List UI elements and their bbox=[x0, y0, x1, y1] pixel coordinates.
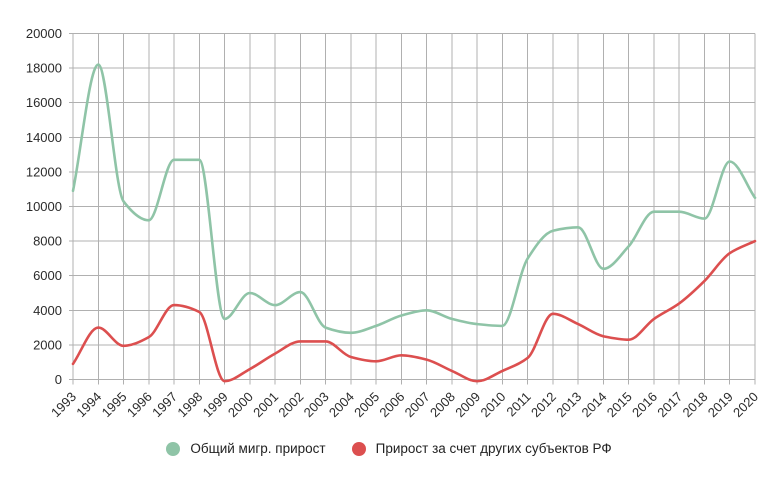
y-axis-label: 20000 bbox=[26, 26, 62, 41]
x-axis-label: 2004 bbox=[326, 389, 357, 420]
series-green-dot-icon bbox=[166, 441, 181, 456]
x-axis-label: 1998 bbox=[174, 389, 205, 420]
x-axis-label: 2019 bbox=[705, 389, 736, 420]
y-axis-label: 14000 bbox=[26, 130, 62, 145]
x-axis-label: 2016 bbox=[629, 389, 660, 420]
series-line-other-subjects bbox=[71, 239, 757, 383]
legend-label-total-migration: Общий мигр. прирост bbox=[190, 441, 326, 456]
x-axis-label: 1993 bbox=[48, 389, 79, 420]
x-axis-label: 1994 bbox=[73, 389, 104, 420]
series-line-total-migration bbox=[71, 63, 757, 335]
x-axis-label: 2005 bbox=[351, 389, 382, 420]
x-axis-label: 1996 bbox=[124, 389, 155, 420]
legend-label-other-subjects: Прирост за счет других субъектов РФ bbox=[375, 441, 612, 456]
y-axis-label: 4000 bbox=[33, 303, 62, 318]
x-axis-label: 2001 bbox=[250, 389, 281, 420]
x-axis-label: 1995 bbox=[99, 389, 130, 420]
x-axis-label: 2013 bbox=[553, 389, 584, 420]
y-axis-label: 0 bbox=[55, 372, 62, 387]
y-axis-label: 16000 bbox=[26, 95, 62, 110]
x-axis-label: 2006 bbox=[376, 389, 407, 420]
x-axis-label: 2010 bbox=[477, 389, 508, 420]
y-axis-label: 12000 bbox=[26, 164, 62, 179]
series-red-dot-icon bbox=[351, 441, 366, 456]
x-axis-label: 2011 bbox=[503, 389, 533, 419]
x-axis-label: 2009 bbox=[452, 389, 483, 420]
legend-item-total-migration: Общий мигр. прирост bbox=[166, 441, 326, 456]
x-axis-label: 2008 bbox=[427, 389, 458, 420]
y-axis-label: 10000 bbox=[26, 199, 62, 214]
migration-line-chart: 0 2000 4000 6000 8000 10000 12000 14000 16000 180… bbox=[26, 26, 761, 420]
x-axis-label: 2002 bbox=[275, 389, 306, 420]
x-axis-label: 1997 bbox=[149, 389, 180, 420]
legend-item-other-subjects: Прирост за счет других субъектов РФ bbox=[351, 441, 612, 456]
y-axis-label: 18000 bbox=[26, 61, 62, 76]
x-axis-label: 1999 bbox=[200, 389, 231, 420]
y-axis-label: 2000 bbox=[33, 337, 62, 352]
x-axis-label: 2018 bbox=[680, 389, 711, 420]
chart-legend: Общий мигр. прирост Прирост за счет друг… bbox=[0, 441, 778, 456]
y-axis-label: 8000 bbox=[33, 234, 62, 249]
x-axis-label: 2020 bbox=[730, 389, 761, 420]
x-axis-label: 2014 bbox=[579, 389, 610, 420]
x-axis-label: 2017 bbox=[654, 389, 685, 420]
x-axis-label: 2015 bbox=[604, 389, 635, 420]
x-axis-label: 2007 bbox=[402, 389, 433, 420]
x-axis-label: 2000 bbox=[225, 389, 256, 420]
x-axis-label: 2012 bbox=[528, 389, 559, 420]
y-axis-label: 6000 bbox=[33, 268, 62, 283]
x-axis-label: 2003 bbox=[301, 389, 332, 420]
